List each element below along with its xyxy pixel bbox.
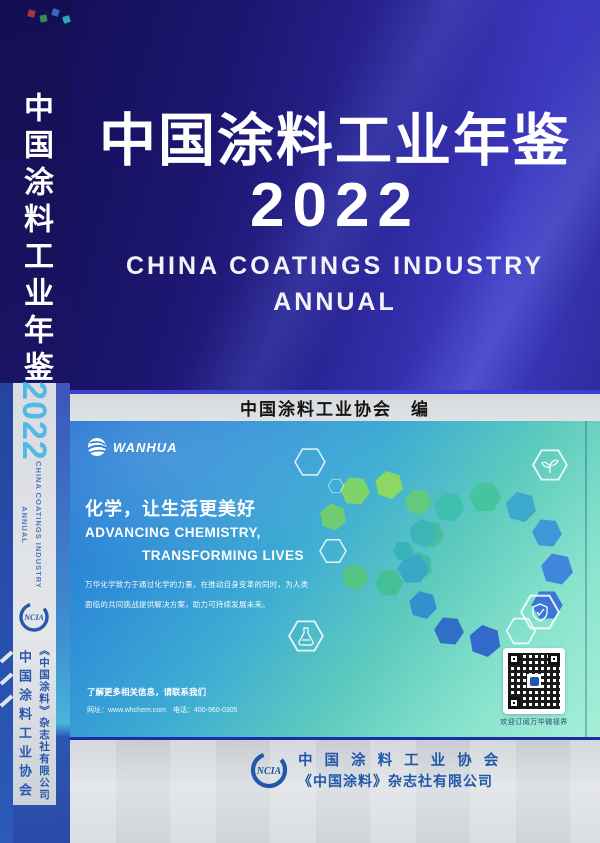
spine-title: 中国涂料工业年鉴: [19, 92, 52, 388]
sprout-icon: [532, 449, 568, 481]
spine-right-strip: [56, 383, 70, 843]
spine-association-name: 中国涂料工业协会: [17, 650, 32, 802]
wanhua-swirl-icon: [87, 438, 107, 456]
hexagon-outline: [327, 478, 345, 494]
decorative-mark-cyan: [62, 15, 71, 24]
banner-body-line2: 面临的共同挑战提供解决方案，助力可持续发展未来。: [85, 600, 270, 609]
qr-center-logo: [527, 674, 541, 688]
qr-finder: [548, 653, 560, 665]
spine-left-strip: [0, 383, 14, 843]
editor-band: 中国涂料工业协会 编: [70, 394, 600, 421]
diagonal-stripe: [0, 650, 14, 664]
hexagon-infinity-graphic: [288, 448, 576, 660]
flask-icon: [288, 620, 324, 652]
diagonal-stripe: [0, 694, 14, 708]
qr-finder: [508, 653, 520, 665]
cover-year: 2022: [250, 171, 420, 240]
spine-english-line1: CHINA COATINGS INDUSTRY: [34, 461, 43, 589]
cover-edge-highlight: [70, 390, 600, 394]
cover-subtitle-line2: ANNUAL: [273, 288, 397, 316]
hexagon-outline: [294, 448, 326, 476]
spine-light-band: [13, 383, 56, 805]
svg-text:NCIA: NCIA: [256, 766, 282, 777]
banner-headline-en-line2: TRANSFORMING LIVES: [142, 548, 305, 563]
footer-text-block: 中 国 涂 料 工 业 协 会 《中国涂料》杂志社有限公司: [298, 751, 502, 791]
footer-association-name: 中 国 涂 料 工 业 协 会: [298, 753, 503, 769]
wanhua-ad-banner: WANHUA 化学，让生活更美好 ADVANCING CHEMISTRY, TR…: [70, 421, 600, 737]
ncia-logo-icon: NCIA: [250, 751, 288, 789]
wanhua-logo: WANHUA: [86, 436, 178, 458]
spine: 中国涂料工业年鉴 2022 CHINA COATINGS INDUSTRY AN…: [0, 0, 71, 843]
footer-divider: [70, 737, 600, 740]
banner-contact-line: 了解更多相关信息，请联系我们: [87, 687, 207, 697]
spine-publisher-name: 《中国涂料》杂志社有限公司: [38, 645, 50, 801]
shield-check-icon: [520, 594, 560, 630]
banner-contact-detail: 网址：www.whchem.com 电话：400-960-0305: [87, 707, 238, 714]
banner-headline-cn: 化学，让生活更美好: [85, 499, 256, 519]
wanhua-brand-text: WANHUA: [113, 439, 178, 455]
ncia-logo-icon: NCIA: [19, 602, 49, 632]
cover-title: 中国涂料工业年鉴: [99, 109, 571, 173]
spine-year: 2022: [15, 381, 53, 461]
editor-line: 中国涂料工业协会 编: [240, 400, 430, 419]
cover-subtitle-line1: CHINA COATINGS INDUSTRY: [125, 252, 545, 280]
qr-finder: [508, 697, 520, 709]
spine-band: [0, 383, 70, 843]
spine-english-line2: ANNUAL: [20, 506, 29, 544]
decorative-mark-green: [39, 14, 48, 23]
banner-headline-en-line1: ADVANCING CHEMISTRY,: [85, 525, 261, 540]
qr-code: [503, 648, 565, 714]
footer: NCIA 中 国 涂 料 工 业 协 会 《中国涂料》杂志社有限公司: [70, 740, 600, 843]
fold-line: [585, 421, 587, 737]
diagonal-stripe: [0, 672, 14, 686]
footer-publisher-name: 《中国涂料》杂志社有限公司: [298, 773, 493, 789]
decorative-mark-blue: [51, 8, 60, 17]
decorative-mark-red: [27, 9, 36, 18]
cover-top-panel: 中国涂料工业年鉴 2022 CHINA COATINGS INDUSTRY AN…: [70, 0, 600, 390]
front-cover: 中国涂料工业年鉴 2022 CHINA COATINGS INDUSTRY AN…: [70, 0, 600, 843]
banner-body-line1: 万华化学致力于通过化学的力量，在推动自身变革的同时，为人类: [85, 580, 309, 589]
qr-caption: 欢迎订阅万华微视界: [500, 719, 568, 726]
svg-text:NCIA: NCIA: [23, 613, 44, 622]
